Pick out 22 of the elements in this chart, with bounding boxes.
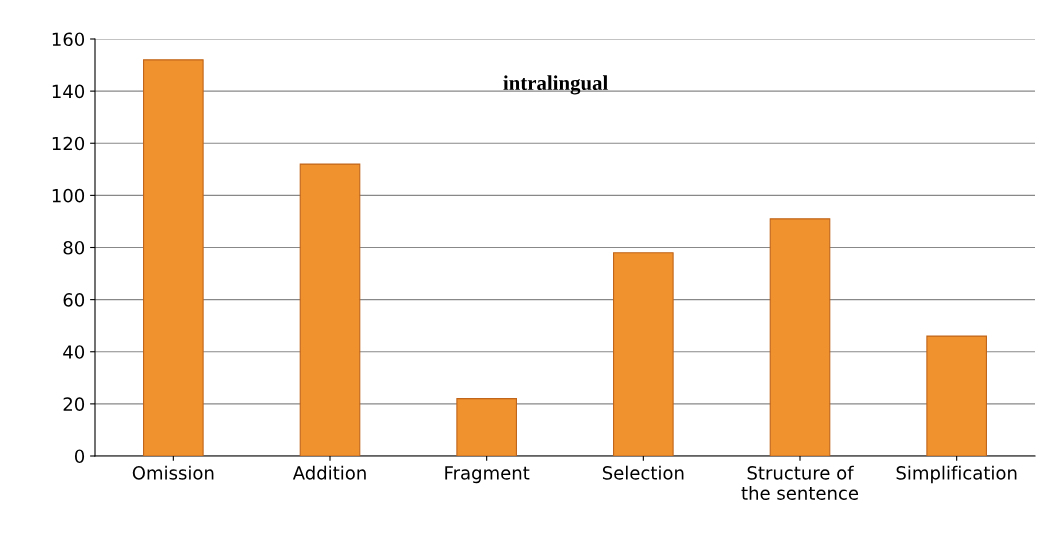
x-tick-label: Fragment bbox=[445, 466, 530, 484]
bar bbox=[926, 335, 987, 456]
text: intralingual bbox=[503, 75, 608, 95]
x-tick-label: Selection bbox=[602, 465, 684, 480]
x-tick-label: Simplification bbox=[896, 465, 1017, 484]
bar bbox=[143, 59, 204, 456]
bar bbox=[769, 218, 831, 456]
y-tick-label: 120 bbox=[52, 136, 85, 151]
bar bbox=[613, 252, 674, 456]
y-tick-label: 60 bbox=[63, 293, 85, 307]
y-tick-label: 40 bbox=[63, 345, 85, 359]
y-tick-label: 0 bbox=[74, 449, 85, 464]
bar bbox=[299, 163, 361, 456]
y-tick-label: 20 bbox=[63, 397, 85, 411]
x-tick-label: Structure of the sentence bbox=[741, 465, 859, 500]
bar bbox=[456, 398, 517, 456]
y-tick-label: 100 bbox=[52, 188, 85, 203]
y-tick-label: 160 bbox=[52, 32, 85, 47]
x-tick-label: Omission bbox=[132, 465, 214, 480]
y-tick-label: 140 bbox=[52, 84, 85, 99]
y-tick-label: 80 bbox=[63, 240, 85, 255]
x-tick-label: Addition bbox=[292, 465, 366, 480]
